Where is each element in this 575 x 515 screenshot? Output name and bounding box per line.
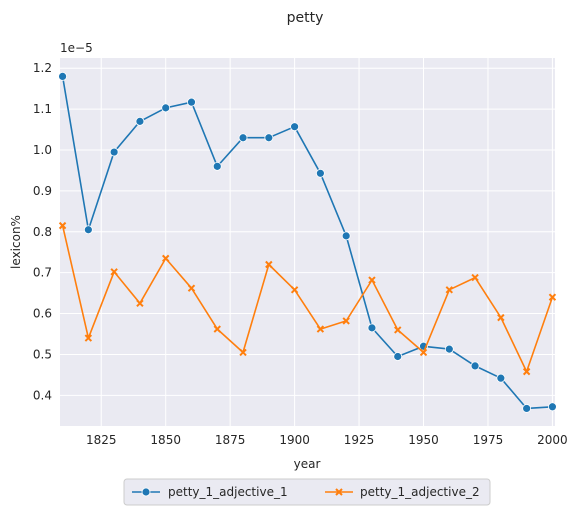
series-2-point-1840	[136, 299, 144, 308]
y-tick-label-1: 0.5	[33, 347, 52, 361]
y-tick-label-4: 0.8	[33, 225, 52, 239]
series-2-point-1830	[110, 268, 118, 276]
x-tick-label-2000: 2000	[537, 433, 568, 447]
series-1	[58, 72, 557, 413]
y-tick-label-6: 1.0	[33, 143, 52, 157]
legend-label-2: petty_1_adjective_2	[360, 485, 480, 499]
series-1-point-1930	[367, 323, 377, 333]
y-tick-label-3: 0.7	[33, 266, 52, 280]
x-axis-label: year	[294, 457, 321, 471]
series-2-point-1930	[368, 276, 376, 284]
series-1-point-1970	[470, 361, 480, 371]
series-1-point-1990	[522, 404, 532, 413]
series-1-point-1840	[135, 116, 145, 126]
x-tick-label-1900: 1900	[279, 433, 310, 447]
y-scale-label: 1e−5	[60, 41, 93, 55]
series-1-point-1830	[109, 147, 119, 157]
x-tick-label-1925: 1925	[344, 433, 375, 447]
series-1-point-1890	[264, 133, 274, 143]
y-tick-labels: 0.4 0.5 0.6 0.7 0.8 0.9 1.0 1.1 1.2	[33, 61, 52, 402]
series-1-point-1910	[315, 168, 325, 178]
plot-area	[60, 58, 555, 426]
series-1-point-1860	[187, 97, 196, 107]
chart-title: petty	[287, 10, 324, 26]
legend-marker-2	[335, 488, 343, 496]
y-tick-label-7: 1.1	[33, 102, 52, 116]
series-1-point-1960	[444, 344, 454, 354]
series-2-point-1820	[84, 334, 93, 342]
y-axis-label: lexicon%	[9, 215, 23, 269]
x-tick-labels: 1825 1850 1875 1900 1925 1950 1975 2000	[86, 433, 568, 447]
series-2-point-1880	[239, 348, 247, 357]
series-1-point-1810	[58, 72, 67, 81]
legend-marker-1	[141, 487, 151, 497]
series-1-point-1880	[238, 133, 248, 143]
x-tick-label-1850: 1850	[150, 433, 181, 447]
x-tick-label-1875: 1875	[215, 433, 246, 447]
legend-label-1: petty_1_adjective_1	[168, 485, 288, 499]
series-layer	[58, 72, 557, 413]
legend-frame	[123, 478, 491, 506]
series-2-point-1970	[471, 273, 479, 282]
y-tick-label-5: 0.9	[33, 184, 52, 198]
y-tick-label-2: 0.6	[33, 307, 52, 321]
series-1-point-1870	[212, 161, 222, 171]
series-2-point-1950	[419, 348, 428, 357]
series-2-point-1890	[265, 260, 273, 269]
x-tick-label-1825: 1825	[86, 433, 117, 447]
y-tick-label-0: 0.4	[33, 388, 52, 402]
legend: petty_1_adjective_1 petty_1_adjective_2	[123, 478, 491, 506]
series-2-point-1960	[445, 286, 454, 294]
series-2-point-1990	[522, 367, 531, 376]
series-2-point-1870	[213, 325, 221, 333]
series-2-point-1860	[187, 284, 196, 292]
series-2-point-1980	[497, 313, 505, 322]
series-1-point-1820	[83, 225, 93, 235]
series-2-point-1910	[316, 325, 325, 333]
series-2-point-1940	[394, 326, 402, 334]
x-tick-label-1975: 1975	[473, 433, 504, 447]
series-2-line	[61, 225, 554, 373]
x-tick-label-1950: 1950	[408, 433, 439, 447]
series-1-point-1900	[290, 122, 300, 132]
series-2-point-1850	[161, 254, 170, 263]
y-tick-label-8: 1.2	[33, 61, 52, 75]
series-2-point-2000	[548, 293, 557, 301]
series-2-point-1900	[290, 286, 299, 294]
series-2	[58, 221, 557, 376]
series-2-point-1810	[58, 221, 67, 230]
series-1-line	[61, 76, 553, 410]
series-1-point-1980	[496, 373, 506, 383]
series-2-point-1920	[342, 317, 350, 325]
series-1-point-1940	[393, 352, 403, 361]
grid-lines	[60, 58, 555, 426]
series-1-point-1850	[161, 103, 171, 113]
series-1-point-2000	[548, 402, 557, 412]
series-1-point-1920	[341, 231, 351, 241]
